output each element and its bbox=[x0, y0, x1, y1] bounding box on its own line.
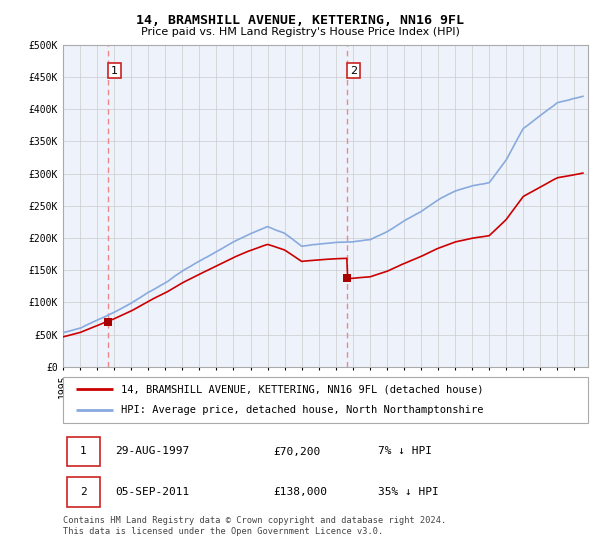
Text: 29-AUG-1997: 29-AUG-1997 bbox=[115, 446, 190, 456]
Text: £70,200: £70,200 bbox=[273, 446, 320, 456]
FancyBboxPatch shape bbox=[63, 377, 588, 423]
Text: 7% ↓ HPI: 7% ↓ HPI bbox=[378, 446, 432, 456]
Text: 2: 2 bbox=[350, 66, 357, 76]
Text: 1: 1 bbox=[80, 446, 87, 456]
Text: £138,000: £138,000 bbox=[273, 487, 327, 497]
FancyBboxPatch shape bbox=[67, 478, 100, 507]
Text: 05-SEP-2011: 05-SEP-2011 bbox=[115, 487, 190, 497]
Text: HPI: Average price, detached house, North Northamptonshire: HPI: Average price, detached house, Nort… bbox=[121, 405, 483, 416]
Text: 1: 1 bbox=[111, 66, 118, 76]
Text: 35% ↓ HPI: 35% ↓ HPI bbox=[378, 487, 439, 497]
FancyBboxPatch shape bbox=[67, 437, 100, 466]
Text: 2: 2 bbox=[80, 487, 87, 497]
Text: Price paid vs. HM Land Registry's House Price Index (HPI): Price paid vs. HM Land Registry's House … bbox=[140, 27, 460, 37]
Text: 14, BRAMSHILL AVENUE, KETTERING, NN16 9FL (detached house): 14, BRAMSHILL AVENUE, KETTERING, NN16 9F… bbox=[121, 384, 483, 394]
Text: 14, BRAMSHILL AVENUE, KETTERING, NN16 9FL: 14, BRAMSHILL AVENUE, KETTERING, NN16 9F… bbox=[136, 14, 464, 27]
Text: Contains HM Land Registry data © Crown copyright and database right 2024.
This d: Contains HM Land Registry data © Crown c… bbox=[63, 516, 446, 536]
